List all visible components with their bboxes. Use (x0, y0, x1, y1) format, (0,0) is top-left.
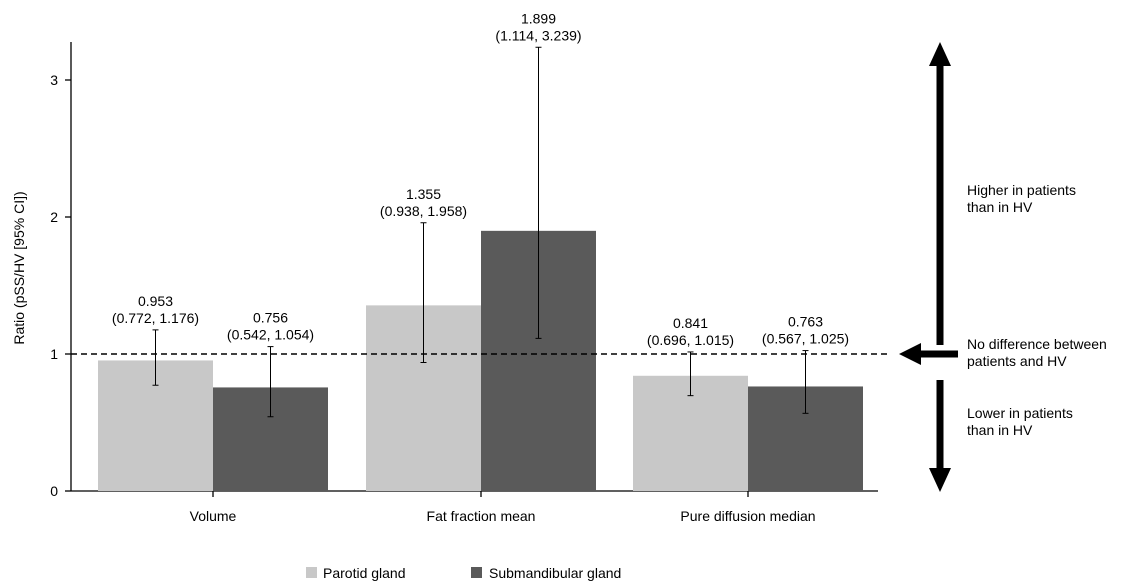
error-bar-1-1 (535, 46, 542, 339)
value-label-2-0: 0.841 (673, 315, 708, 331)
category-label-2: Pure diffusion median (680, 508, 815, 524)
ci-label-1-1: (1.114, 3.239) (495, 27, 581, 43)
x-ticks: Volume Fat fraction mean Pure diffusion me… (190, 491, 816, 524)
lower-annotation: Lower in patients than in HV (967, 405, 1077, 438)
legend-item-parotid: Parotid gland (306, 565, 406, 581)
error-bar-0-1 (267, 346, 274, 418)
value-label-0-0: 0.953 (138, 293, 173, 309)
y-tick-label-3: 3 (50, 72, 58, 88)
error-bar-0-0 (152, 329, 159, 386)
legend-item-submandibular: Submandibular gland (471, 565, 621, 581)
side-annotations: Higher in patients than in HV No differe… (967, 182, 1111, 438)
category-label-0: Volume (190, 508, 237, 524)
up-arrow (929, 42, 951, 345)
higher-annotation: Higher in patients than in HV (967, 182, 1080, 215)
x-axis: Volume Fat fraction mean Pure diffusion me… (71, 490, 878, 524)
ci-label-2-1: (0.567, 1.025) (762, 331, 849, 347)
legend-label-parotid: Parotid gland (323, 565, 406, 581)
error-bar-2-0 (687, 351, 694, 397)
no-difference-annotation: No difference between patients and HV (967, 336, 1111, 369)
value-label-2-1: 0.763 (788, 314, 823, 330)
y-tick-label-2: 2 (50, 209, 58, 225)
legend-label-submandibular: Submandibular gland (489, 565, 621, 581)
value-label-1-1: 1.899 (521, 10, 556, 26)
bars (98, 230, 863, 491)
left-arrow (899, 343, 958, 365)
legend-swatch-parotid (306, 567, 317, 578)
legend: Parotid gland Submandibular gland (306, 565, 621, 581)
bar-annotations: 0.953(0.772, 1.176) 0.756(0.542, 1.054) 1.… (112, 10, 849, 348)
y-tick-label-1: 1 (50, 346, 58, 362)
y-axis: 0 1 2 3 (50, 42, 72, 499)
side-arrows (899, 42, 958, 492)
error-bars (152, 46, 809, 418)
value-label-1-0: 1.355 (406, 186, 441, 202)
y-ticks: 0 1 2 3 (50, 72, 71, 499)
y-axis-label: Ratio (pSS/HV [95% CI]) (11, 191, 27, 344)
category-label-1: Fat fraction mean (427, 508, 536, 524)
error-bar-1-0 (420, 222, 427, 363)
down-arrow (929, 380, 951, 492)
ci-label-1-0: (0.938, 1.958) (380, 203, 467, 219)
ci-label-2-0: (0.696, 1.015) (647, 332, 734, 348)
y-tick-label-0: 0 (50, 483, 58, 499)
value-label-0-1: 0.756 (253, 310, 288, 326)
ci-label-0-1: (0.542, 1.054) (227, 327, 314, 343)
ci-label-0-0: (0.772, 1.176) (112, 310, 199, 326)
legend-swatch-submandibular (471, 567, 482, 578)
error-bar-2-1 (802, 350, 809, 414)
